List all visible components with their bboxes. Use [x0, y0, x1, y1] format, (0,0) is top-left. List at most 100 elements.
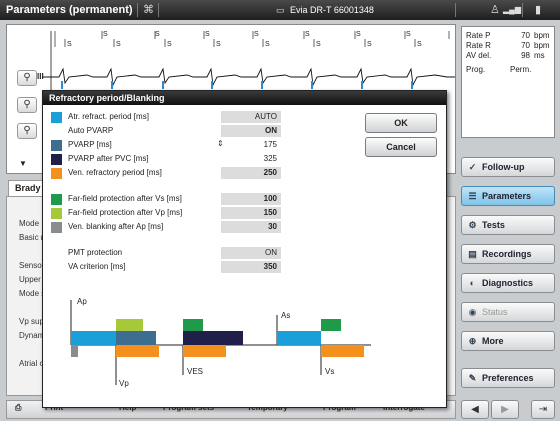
diagram-label-vs: Vs — [325, 367, 335, 376]
nav-label: Recordings — [482, 249, 532, 259]
magnifier-icon: ⚲ — [23, 99, 31, 110]
info-row: Rate P 70 bpm — [466, 31, 550, 41]
info-label: Rate P — [466, 31, 491, 40]
ecg-marker: S — [116, 41, 121, 48]
ecg-marker: S — [67, 41, 72, 48]
refractory-dialog: Refractory period/Blanking Atr. refract.… — [42, 90, 447, 408]
param-label: Far-field protection after Vs [ms] — [68, 194, 182, 203]
separator — [158, 3, 159, 17]
color-swatch — [51, 154, 62, 165]
nav-label: Status — [482, 307, 508, 317]
param-value[interactable]: 30 — [221, 221, 281, 233]
nav-label: More — [482, 336, 504, 346]
color-swatch — [51, 168, 62, 179]
back-arrow-icon[interactable]: ◀ — [461, 400, 489, 419]
wand-icon[interactable]: ⌘ — [143, 4, 154, 16]
param-pvarp-after-pvc[interactable]: PVARP after PVC [ms] 325 — [51, 153, 281, 166]
param-pmt-protection[interactable]: PMT protection ON — [51, 247, 281, 260]
atrial-refractory-bar — [71, 331, 116, 345]
param-label: PMT protection — [68, 248, 123, 257]
vital-info-panel: Rate P 70 bpm Rate R 70 bpm AV del. 98 m… — [461, 26, 555, 138]
info-label: AV del. — [466, 51, 492, 60]
bg-label: Basic ra — [19, 233, 48, 242]
ecg-marker: S — [356, 31, 361, 38]
nav-tests[interactable]: ⚙ Tests — [461, 215, 555, 235]
color-swatch — [51, 112, 62, 123]
nav-parameters[interactable]: ☰ Parameters — [461, 186, 555, 206]
param-value[interactable]: 250 — [221, 167, 281, 179]
param-value[interactable]: 325 — [263, 154, 277, 163]
ecg-marker: S — [254, 31, 259, 38]
info-row: Rate R 70 bpm — [466, 41, 550, 51]
param-pvarp[interactable]: PVARP [ms] 175 — [51, 139, 281, 152]
param-value[interactable]: 350 — [221, 261, 281, 273]
zoom-reset-button[interactable]: ⚲ — [17, 123, 37, 139]
prog-label: Prog. — [466, 65, 486, 74]
param-value[interactable]: AUTO — [221, 111, 281, 123]
nav-label: Follow-up — [482, 162, 525, 172]
nav-recordings[interactable]: ▤ Recordings — [461, 244, 555, 264]
diagram-label-ves: VES — [187, 367, 204, 376]
bg-label: Mode sw — [19, 289, 52, 298]
nav-more[interactable]: ⊕ More — [461, 331, 555, 351]
param-label: Ven. refractory period [ms] — [68, 168, 162, 177]
nav-label: Parameters — [482, 191, 532, 201]
forward-arrow-icon[interactable]: ▶ — [491, 400, 519, 419]
bg-label: Vp supp — [19, 317, 49, 326]
parameters-icon: ☰ — [468, 191, 477, 201]
more-icon: ⊕ — [468, 336, 477, 346]
param-label: Ven. blanking after Ap [ms] — [68, 222, 164, 231]
signal-strength-icon: ▂▄▆ — [503, 5, 521, 14]
exit-icon[interactable]: ⇥ — [531, 400, 555, 419]
param-value[interactable]: 100 — [221, 193, 281, 205]
color-swatch — [51, 208, 62, 219]
cancel-button[interactable]: Cancel — [365, 137, 437, 157]
param-value[interactable]: 175 — [263, 140, 277, 149]
nav-diagnostics[interactable]: ◐ Diagnostics — [461, 273, 555, 293]
info-row: Prog. Perm. — [466, 65, 550, 75]
expand-chevron-icon[interactable]: ▼ — [19, 159, 27, 168]
param-value[interactable]: 150 — [221, 207, 281, 219]
param-label: VA criterion [ms] — [68, 262, 126, 271]
stepper-icon[interactable]: ⇕ — [217, 139, 224, 148]
nav-status[interactable]: ◉ Status — [461, 302, 555, 322]
param-ven-blanking-after-ap[interactable]: Ven. blanking after Ap [ms] 30 — [51, 221, 281, 234]
tests-icon: ⚙ — [468, 220, 477, 230]
recordings-icon: ▤ — [468, 249, 477, 259]
param-label: PVARP [ms] — [68, 140, 112, 149]
param-va-criterion[interactable]: VA criterion [ms] 350 — [51, 261, 281, 274]
bg-label: Mode — [19, 219, 40, 228]
window-title: Parameters (permanent) — [6, 4, 133, 16]
follow-up-icon: ✓ — [468, 162, 477, 172]
param-far-field-after-vs[interactable]: Far-field protection after Vs [ms] 100 — [51, 193, 281, 206]
ok-button[interactable]: OK — [365, 113, 437, 133]
timing-diagram — [70, 300, 371, 385]
battery-icon: ▮ — [535, 4, 542, 16]
nav-follow-up[interactable]: ✓ Follow-up — [461, 157, 555, 177]
diagnostics-icon: ◐ — [469, 278, 476, 288]
param-auto-pvarp[interactable]: Auto PVARP ON — [51, 125, 281, 138]
blanking-bar — [71, 345, 78, 357]
param-far-field-after-vp[interactable]: Far-field protection after Vp [ms] 150 — [51, 207, 281, 220]
param-ven-refractory-period[interactable]: Ven. refractory period [ms] 250 — [51, 167, 281, 180]
param-atr-refract-period[interactable]: Atr. refract. period [ms] AUTO — [51, 111, 281, 124]
ecg-marker: S — [167, 41, 172, 48]
ven-refractory-bar — [321, 345, 364, 357]
param-label: Far-field protection after Vp [ms] — [68, 208, 183, 217]
magnifier-icon: ⚲ — [23, 125, 31, 136]
zoom-in-button[interactable]: ⚲ — [17, 70, 37, 86]
pvarp-bar — [116, 331, 156, 345]
bg-label: Atrial o — [19, 359, 44, 368]
ecg-marker: S — [265, 41, 270, 48]
ecg-marker: S — [406, 31, 411, 38]
info-value: 98 — [521, 51, 530, 60]
param-value[interactable]: ON — [221, 247, 281, 259]
bg-label: Dynam — [19, 331, 45, 340]
nav-preferences[interactable]: ✎ Preferences — [461, 368, 555, 388]
title-bar: Parameters (permanent) ⌘ ▭ Evia DR-T 660… — [0, 0, 560, 20]
preferences-icon: ✎ — [468, 373, 477, 383]
param-value[interactable]: ON — [221, 125, 281, 137]
param-label: PVARP after PVC [ms] — [68, 154, 149, 163]
ecg-marker: S — [305, 31, 310, 38]
zoom-out-button[interactable]: ⚲ — [17, 97, 37, 113]
